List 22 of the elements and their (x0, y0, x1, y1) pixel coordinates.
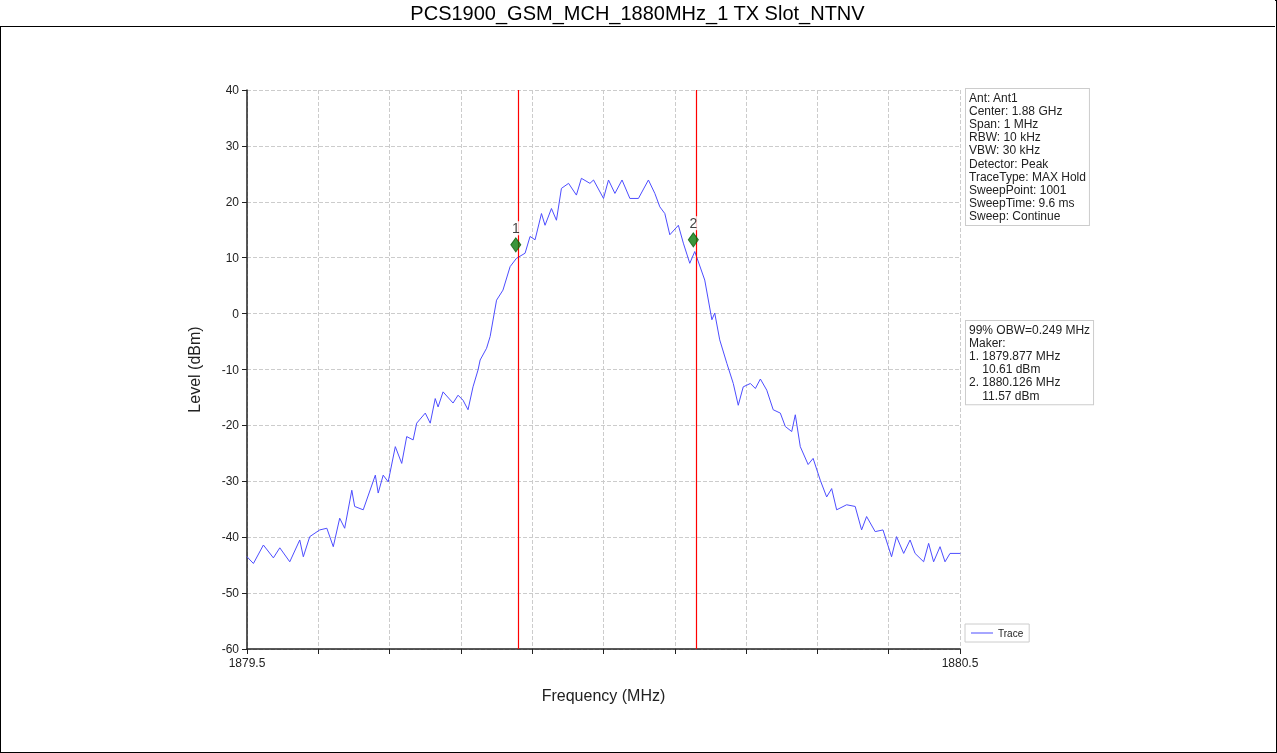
x-tick-label: 1879.5 (228, 656, 266, 670)
y-tick-label: -30 (221, 474, 240, 489)
y-tick-label: 0 (232, 306, 240, 321)
text: 99% OBW=0.249 MHz Maker: 1. 1879.877 MHz 10.61 dBm 2. 1880.126 MHz 11.57 dBm (969, 322, 1091, 403)
y-tick-label: 30 (225, 138, 240, 153)
legend-label: Trace (998, 627, 1024, 639)
y-tick-label: 20 (225, 194, 240, 209)
chart-title: PCS1900_GSM_MCH_1880MHz_1 TX Slot_NTNV (0, 0, 1275, 27)
y-tick-label: -10 (221, 362, 240, 377)
y-tick-label: -60 (221, 642, 240, 656)
y-tick-label: -50 (221, 586, 240, 601)
x-tick-label: 1880.5 (941, 656, 979, 670)
y-tick-label: 10 (225, 250, 240, 265)
text: Ant: Ant1 Center: 1.88 GHz Span: 1 MHz RBW: 10 kHz VBW: 30 kHz Detector: Peak TraceType: MAX Hold SweepPoint: 1001 SweepTime: 9.6 ms Sweep: Continue (969, 90, 1086, 224)
y-tick-label: 40 (225, 83, 240, 97)
annotation: 2 (689, 215, 698, 232)
y-tick-label: -20 (221, 418, 240, 433)
y-tick-label: -40 (221, 530, 240, 545)
annotation: 1 (511, 220, 520, 237)
x-axis-title: Frequency (MHz) (541, 686, 666, 704)
line-series (246, 177, 961, 564)
y-axis-title: Level (dBm) (185, 326, 203, 413)
